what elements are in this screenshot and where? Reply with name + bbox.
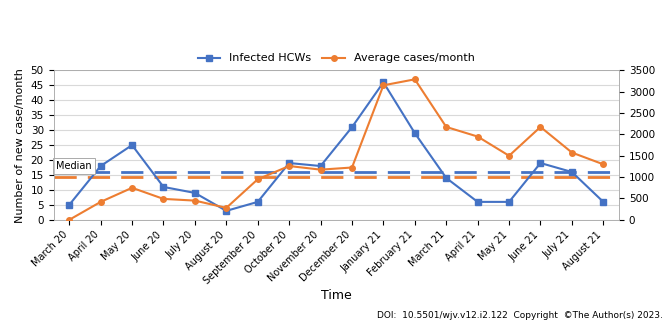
Average cases/month bbox=[191, 199, 199, 203]
Average cases/month bbox=[159, 197, 168, 201]
Average cases/month bbox=[96, 200, 105, 204]
Infected HCWs bbox=[442, 176, 450, 180]
Line: Infected HCWs: Infected HCWs bbox=[66, 79, 606, 214]
Infected HCWs bbox=[96, 164, 105, 168]
Average cases/month bbox=[442, 125, 450, 129]
Infected HCWs bbox=[348, 125, 356, 129]
Text: 10.5501/wjv.v12.i2.122 ©The Author(s) 2023.: 10.5501/wjv.v12.i2.122 ©The Author(s) 20… bbox=[0, 322, 1, 323]
Infected HCWs bbox=[222, 209, 230, 213]
Infected HCWs bbox=[568, 170, 576, 174]
Infected HCWs bbox=[505, 200, 513, 204]
Infected HCWs bbox=[474, 200, 482, 204]
Average cases/month bbox=[411, 78, 419, 81]
Infected HCWs bbox=[65, 203, 73, 207]
Average cases/month bbox=[285, 164, 293, 168]
Legend: Infected HCWs, Average cases/month: Infected HCWs, Average cases/month bbox=[194, 49, 479, 68]
Average cases/month bbox=[128, 186, 136, 190]
Infected HCWs bbox=[159, 185, 168, 189]
Infected HCWs bbox=[411, 131, 419, 135]
Text: DOI:  10.5501/wjv.v12.i2.122  Copyright  ©The Author(s) 2023.: DOI: 10.5501/wjv.v12.i2.122 Copyright ©T… bbox=[377, 311, 663, 320]
Average cases/month bbox=[348, 166, 356, 170]
Average cases/month bbox=[537, 125, 545, 129]
Average cases/month bbox=[316, 168, 324, 172]
Infected HCWs bbox=[379, 80, 387, 84]
Line: Average cases/month: Average cases/month bbox=[66, 77, 606, 223]
Average cases/month bbox=[474, 135, 482, 139]
Infected HCWs bbox=[599, 200, 607, 204]
Average cases/month bbox=[379, 83, 387, 87]
Average cases/month bbox=[65, 218, 73, 222]
Infected HCWs bbox=[128, 143, 136, 147]
Infected HCWs bbox=[254, 200, 262, 204]
Average cases/month bbox=[505, 154, 513, 158]
Average cases/month bbox=[599, 162, 607, 166]
Infected HCWs bbox=[191, 191, 199, 195]
Y-axis label: Number of new case/month: Number of new case/month bbox=[15, 68, 25, 223]
Text: Median: Median bbox=[56, 161, 92, 171]
Average cases/month bbox=[222, 206, 230, 210]
Average cases/month bbox=[568, 151, 576, 154]
Infected HCWs bbox=[285, 161, 293, 165]
Average cases/month bbox=[254, 177, 262, 181]
Infected HCWs bbox=[316, 164, 324, 168]
Infected HCWs bbox=[537, 161, 545, 165]
X-axis label: Time: Time bbox=[321, 288, 352, 302]
